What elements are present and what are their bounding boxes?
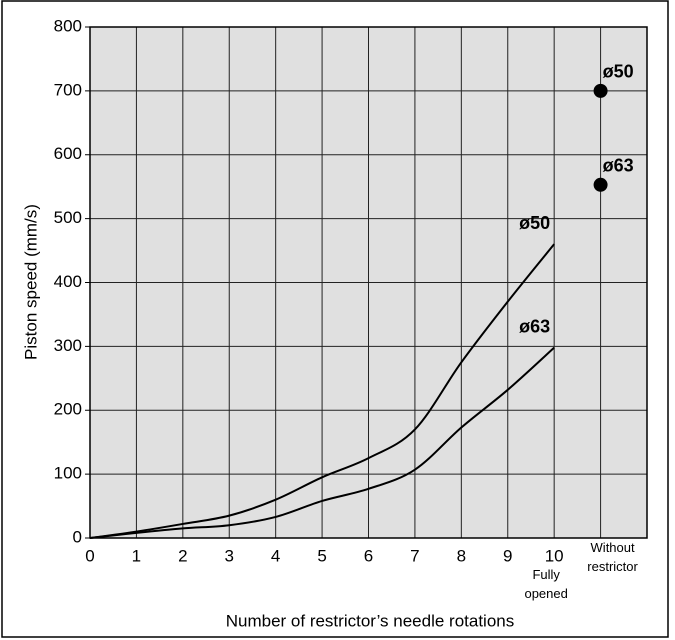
x-tick-label: 3 <box>225 546 234 565</box>
point <box>593 177 608 192</box>
x-tick-label: 5 <box>317 546 326 565</box>
x-tick-label: 2 <box>178 546 187 565</box>
x-tick-label: 9 <box>503 546 512 565</box>
y-tick-label: 800 <box>54 16 82 35</box>
y-tick-label: 400 <box>54 272 82 291</box>
x-axis-title: Number of restrictor’s needle rotations <box>226 611 515 630</box>
y-axis-title: Piston speed (mm/s) <box>21 204 40 360</box>
series-label: ø50 <box>519 213 550 233</box>
y-tick-label: 700 <box>54 80 82 99</box>
series-line <box>89 346 555 539</box>
x-tick-label: Without restrictor <box>587 540 638 574</box>
x-tick-label: 0 <box>85 546 94 565</box>
y-tick-label: 200 <box>54 400 82 419</box>
x-tick-label: 8 <box>457 546 466 565</box>
y-tick-label: 500 <box>54 208 82 227</box>
point-label: ø50 <box>603 62 634 82</box>
y-tick-label: 300 <box>54 336 82 355</box>
plot-border <box>89 26 648 539</box>
x-tick-label: 4 <box>271 546 280 565</box>
annotation: Fully opened <box>524 567 567 601</box>
y-tick-label: 600 <box>54 144 82 163</box>
x-tick-label: 6 <box>364 546 373 565</box>
point-label: ø63 <box>603 156 634 176</box>
y-tick-label: 0 <box>73 527 82 546</box>
point <box>593 83 608 98</box>
x-tick-label: 10 <box>545 546 564 565</box>
y-tick-label: 100 <box>54 464 82 483</box>
series-label: ø63 <box>519 316 550 336</box>
series-line <box>89 243 555 539</box>
x-tick-label: 1 <box>132 546 141 565</box>
x-tick-label: 7 <box>410 546 419 565</box>
